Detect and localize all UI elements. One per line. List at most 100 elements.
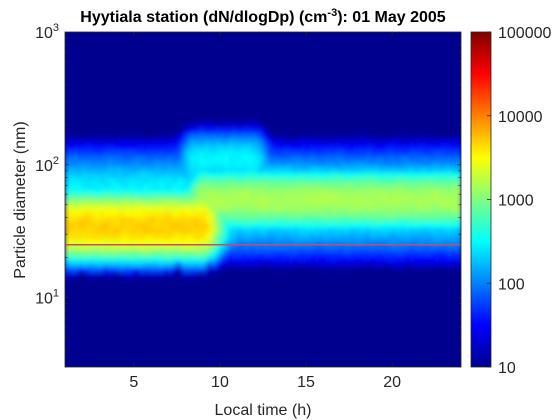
heatmap-cell (275, 233, 282, 240)
heatmap-cell (142, 160, 148, 167)
heatmap-cell (353, 138, 359, 145)
heatmap-cell (387, 210, 393, 218)
heatmap-cell (120, 205, 127, 212)
heatmap-cell (142, 266, 148, 273)
heatmap-cell (439, 154, 445, 162)
heatmap-cell (349, 221, 355, 229)
heatmap-cell (284, 149, 290, 156)
heatmap-cell (237, 244, 243, 251)
heatmap-cell (344, 216, 350, 223)
heatmap-cell (357, 166, 363, 173)
heatmap-cell (413, 166, 419, 173)
heatmap-cell (82, 260, 88, 268)
heatmap-cell (90, 221, 96, 229)
heatmap-cell (396, 249, 402, 257)
heatmap-cell (176, 199, 183, 206)
heatmap-cell (362, 227, 368, 234)
heatmap-cell (452, 193, 458, 201)
heatmap-cell (310, 138, 316, 145)
heatmap-cell (340, 182, 346, 190)
heatmap-cell (353, 132, 359, 139)
heatmap-cell (129, 188, 135, 195)
heatmap-cell (452, 205, 458, 212)
heatmap-cell (379, 166, 385, 173)
heatmap-cell (103, 266, 109, 273)
heatmap-cell (125, 227, 131, 234)
heatmap-cell (430, 177, 436, 184)
heatmap-cell (133, 160, 139, 167)
heatmap-cell (366, 199, 372, 206)
heatmap-cell (211, 205, 217, 212)
heatmap-cell (293, 149, 299, 156)
heatmap-cell (344, 205, 350, 212)
heatmap-cell (77, 255, 84, 262)
heatmap-cell (435, 138, 441, 145)
heatmap-cell (108, 188, 114, 195)
heatmap-cell (310, 238, 316, 245)
heatmap-cell (86, 266, 92, 273)
heatmap-cell (207, 238, 213, 245)
heatmap-cell (116, 166, 122, 173)
heatmap-cell (181, 233, 187, 240)
heatmap-cell (349, 132, 355, 139)
heatmap-cell (374, 199, 381, 206)
heatmap-cell (405, 193, 411, 201)
heatmap-cell (155, 177, 161, 184)
heatmap-cell (77, 160, 84, 167)
heatmap-cell (90, 238, 96, 245)
heatmap-cell (95, 255, 101, 262)
heatmap-cell (65, 182, 71, 190)
heatmap-cell (133, 177, 139, 184)
heatmap-cell (288, 249, 294, 257)
heatmap-cell (142, 199, 148, 206)
heatmap-cell (310, 166, 316, 173)
heatmap-cell (211, 132, 217, 139)
heatmap-cell (65, 260, 71, 268)
heatmap-cell (219, 154, 226, 162)
heatmap-cell (202, 182, 208, 190)
heatmap-cell (237, 177, 243, 184)
heatmap-cell (323, 238, 329, 245)
heatmap-cell (366, 193, 372, 201)
heatmap-cell (250, 266, 256, 273)
heatmap-cell (366, 227, 372, 234)
heatmap-cell (189, 210, 195, 218)
heatmap-cell (422, 154, 428, 162)
heatmap-cell (116, 138, 122, 145)
heatmap-cell (254, 149, 260, 156)
heatmap-cell (280, 166, 286, 173)
heatmap-cell (155, 227, 161, 234)
heatmap-cell (90, 154, 96, 162)
heatmap-cell (90, 177, 96, 184)
heatmap-cell (392, 154, 398, 162)
heatmap-cell (185, 193, 191, 201)
heatmap-cell (159, 205, 165, 212)
heatmap-cell (297, 221, 303, 229)
heatmap-cell (439, 205, 445, 212)
heatmap-cell (133, 255, 139, 262)
heatmap-cell (379, 154, 385, 162)
heatmap-cell (405, 238, 411, 245)
heatmap-cell (181, 138, 187, 145)
heatmap-cell (181, 221, 187, 229)
heatmap-cell (323, 255, 329, 262)
heatmap-cell (301, 244, 307, 251)
heatmap-cell (219, 143, 226, 151)
heatmap-cell (267, 238, 273, 245)
heatmap-cell (185, 126, 191, 134)
heatmap-cell (400, 210, 406, 218)
heatmap-cell (396, 182, 402, 190)
heatmap-cell (224, 138, 230, 145)
heatmap-cell (405, 199, 411, 206)
heatmap-cell (263, 126, 269, 134)
heatmap-cell (181, 160, 187, 167)
heatmap-cell (133, 143, 139, 151)
heatmap-cell (417, 255, 424, 262)
heatmap-cell (301, 149, 307, 156)
heatmap-cell (362, 182, 368, 190)
heatmap-cell (293, 210, 299, 218)
heatmap-cell (120, 227, 127, 234)
heatmap-cell (168, 255, 174, 262)
heatmap-cell (336, 149, 342, 156)
heatmap-cell (392, 216, 398, 223)
